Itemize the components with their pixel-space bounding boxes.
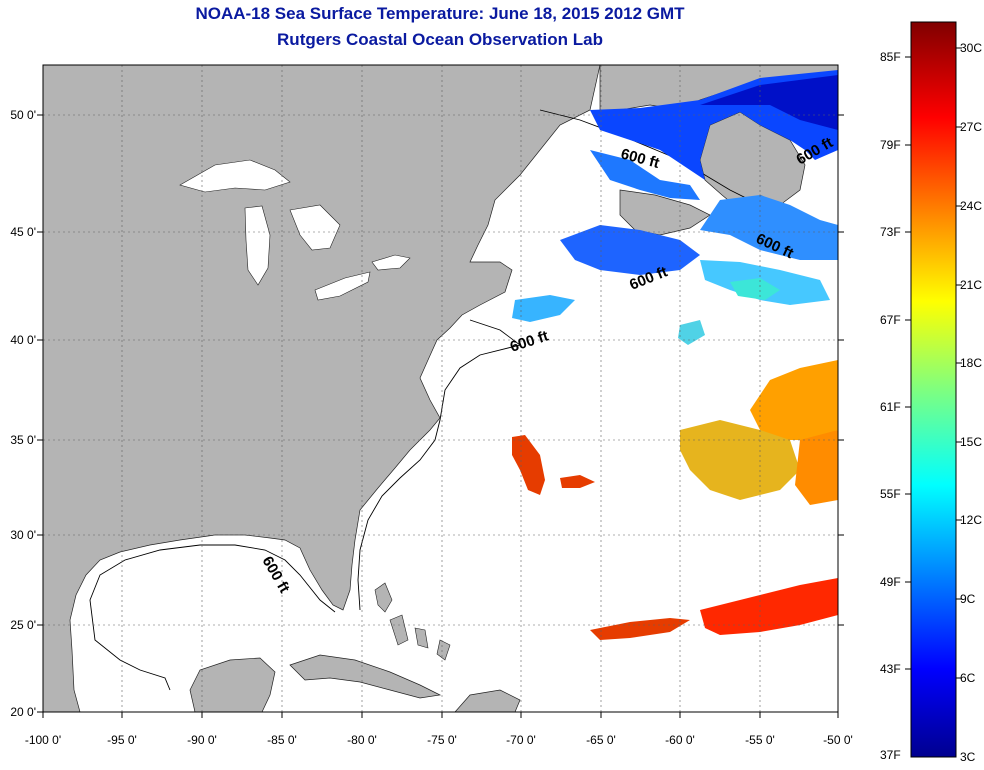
colorbar — [910, 21, 957, 758]
colorbar-f-label: 49F — [880, 575, 901, 589]
colorbar-f-label: 73F — [880, 225, 901, 239]
lon-tick-label: -65 0' — [586, 733, 616, 747]
sst-data-south — [590, 578, 838, 640]
colorbar-c-label: 3C — [960, 750, 976, 764]
lake-erie — [314, 271, 371, 301]
lon-tick-label: -100 0' — [24, 733, 62, 747]
lon-tick-label: -85 0' — [267, 733, 297, 747]
colorbar-c-label: 27C — [960, 120, 983, 134]
colorbar-f-label: 61F — [880, 400, 901, 414]
lake-ontario — [371, 254, 411, 271]
cuba-land — [289, 654, 442, 699]
north-america-land — [43, 65, 601, 712]
lat-tick-label: 45 0' — [10, 225, 36, 239]
lon-tick-label: -50 0' — [823, 733, 853, 747]
colorbar-f-label: 67F — [880, 313, 901, 327]
lake-superior — [179, 159, 291, 193]
lat-tick-label: 40 0' — [10, 333, 36, 347]
lon-tick-label: -60 0' — [665, 733, 695, 747]
lat-tick-label: 25 0' — [10, 618, 36, 632]
colorbar-c-label: 9C — [960, 592, 976, 606]
lat-tick-label: 50 0' — [10, 108, 36, 122]
colorbar-f-label: 37F — [880, 748, 901, 762]
colorbar-c-label: 6C — [960, 671, 976, 685]
colorbar-c-label: 18C — [960, 356, 983, 370]
map-title: NOAA-18 Sea Surface Temperature: June 18… — [195, 4, 685, 23]
lon-tick-label: -90 0' — [187, 733, 217, 747]
map-subtitle: Rutgers Coastal Ocean Observation Lab — [277, 30, 603, 49]
lon-tick-label: -55 0' — [745, 733, 775, 747]
sst-data-north — [512, 70, 838, 345]
lon-tick-label: -70 0' — [506, 733, 536, 747]
lake-michigan — [244, 205, 271, 286]
nova-scotia-land — [619, 189, 711, 236]
bahamas-islands — [374, 582, 451, 661]
lat-tick-label: 30 0' — [10, 528, 36, 542]
colorbar-c-label: 12C — [960, 513, 983, 527]
lon-tick-label: -75 0' — [427, 733, 457, 747]
lon-tick-label: -95 0' — [107, 733, 137, 747]
yucatan-land — [189, 657, 276, 712]
colorbar-c-label: 24C — [960, 199, 983, 213]
lake-huron — [289, 204, 341, 251]
lat-tick-label: 35 0' — [10, 433, 36, 447]
lat-tick-label: 20 0' — [10, 705, 36, 719]
colorbar-f-label: 55F — [880, 487, 901, 501]
colorbar-f-label: 43F — [880, 662, 901, 676]
lon-tick-label: -80 0' — [347, 733, 377, 747]
colorbar-c-label: 21C — [960, 278, 983, 292]
colorbar-c-label: 15C — [960, 435, 983, 449]
colorbar-f-label: 85F — [880, 50, 901, 64]
colorbar-f-label: 79F — [880, 138, 901, 152]
hispaniola-land — [454, 689, 521, 712]
colorbar-c-label: 30C — [960, 41, 983, 55]
